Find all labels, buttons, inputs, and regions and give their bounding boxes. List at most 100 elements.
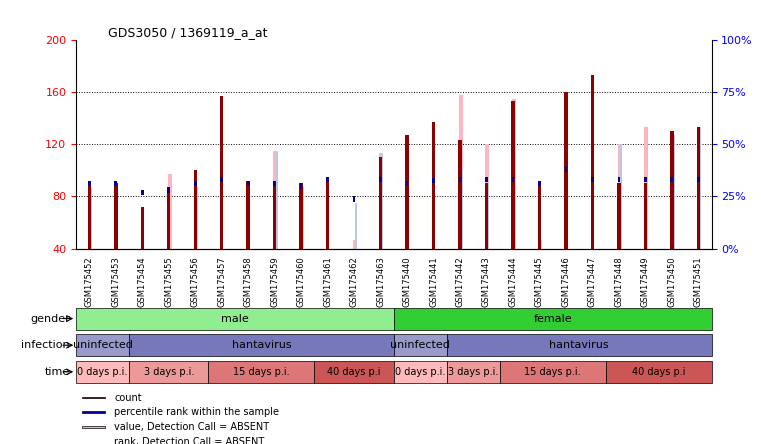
Bar (564, 92, 568, 249)
Bar (276, 151, 278, 249)
Bar (538, 239, 543, 249)
Bar (380, 154, 384, 249)
Bar (565, 166, 567, 172)
Bar (114, 181, 117, 186)
Text: percentile rank within the sample: percentile rank within the sample (114, 408, 279, 417)
Bar (617, 177, 620, 182)
Bar (461, 170, 463, 249)
Bar (541, 249, 543, 262)
Bar (406, 181, 409, 186)
Bar (699, 127, 701, 249)
Bar (82, 441, 105, 443)
Bar (353, 239, 357, 249)
Bar (379, 177, 382, 182)
Bar (221, 177, 223, 182)
Bar (432, 178, 435, 183)
Text: uninfected: uninfected (72, 340, 132, 350)
Bar (209, 361, 314, 383)
Text: time: time (44, 367, 70, 377)
Bar (167, 190, 170, 249)
Bar (591, 75, 594, 249)
Bar (141, 207, 144, 249)
Bar (488, 181, 489, 249)
Bar (82, 426, 105, 428)
Bar (394, 308, 712, 329)
Bar (82, 412, 105, 413)
Bar (314, 361, 394, 383)
Text: count: count (114, 392, 142, 403)
Bar (129, 334, 394, 356)
Bar (486, 144, 489, 249)
Text: GDS3050 / 1369119_a_at: GDS3050 / 1369119_a_at (108, 26, 267, 39)
Bar (382, 154, 384, 249)
Bar (591, 177, 594, 182)
Text: hantavirus: hantavirus (231, 340, 291, 350)
Bar (300, 183, 302, 189)
Bar (511, 101, 514, 249)
Text: male: male (221, 313, 249, 324)
Bar (88, 181, 91, 186)
Bar (514, 99, 516, 249)
Bar (326, 177, 329, 182)
Text: female: female (533, 313, 572, 324)
Bar (88, 183, 91, 249)
Bar (606, 361, 712, 383)
Bar (82, 396, 105, 398)
Text: rank, Detection Call = ABSENT: rank, Detection Call = ABSENT (114, 437, 265, 444)
Bar (76, 334, 129, 356)
Bar (538, 181, 541, 186)
Bar (91, 187, 92, 249)
Bar (273, 181, 276, 249)
Bar (696, 127, 700, 249)
Bar (326, 181, 330, 249)
Text: 3 days p.i.: 3 days p.i. (448, 367, 498, 377)
Bar (394, 334, 447, 356)
Bar (647, 127, 648, 249)
Text: value, Detection Call = ABSENT: value, Detection Call = ABSENT (114, 422, 269, 432)
Bar (247, 181, 250, 186)
Bar (193, 170, 197, 249)
Bar (300, 186, 304, 249)
Bar (141, 190, 144, 195)
Bar (459, 95, 463, 249)
Bar (88, 187, 92, 249)
Text: 40 days p.i: 40 days p.i (327, 367, 380, 377)
Bar (620, 144, 622, 249)
Bar (447, 334, 712, 356)
Text: 3 days p.i.: 3 days p.i. (144, 367, 194, 377)
Bar (458, 140, 462, 249)
Text: 0 days p.i.: 0 days p.i. (78, 367, 128, 377)
Bar (511, 99, 516, 249)
Bar (618, 144, 622, 249)
Bar (406, 135, 409, 249)
Text: 40 days p.i: 40 days p.i (632, 367, 686, 377)
Bar (431, 122, 435, 249)
Bar (644, 127, 648, 249)
Bar (394, 361, 447, 383)
Text: infection: infection (21, 340, 70, 350)
Text: 15 days p.i.: 15 days p.i. (233, 367, 290, 377)
Bar (670, 131, 673, 249)
Bar (76, 308, 394, 329)
Bar (302, 186, 304, 249)
Bar (129, 361, 209, 383)
Bar (167, 187, 170, 193)
Bar (194, 181, 196, 186)
Bar (167, 174, 171, 249)
Bar (299, 183, 303, 249)
Bar (353, 197, 355, 202)
Bar (379, 157, 382, 249)
Bar (697, 177, 699, 182)
Bar (670, 177, 673, 182)
Text: gender: gender (30, 313, 70, 324)
Bar (644, 183, 647, 249)
Bar (114, 183, 117, 249)
Bar (459, 177, 461, 182)
Bar (273, 181, 276, 186)
Text: 15 days p.i.: 15 days p.i. (524, 367, 581, 377)
Text: hantavirus: hantavirus (549, 340, 609, 350)
Bar (196, 187, 198, 249)
Bar (670, 135, 674, 249)
Bar (511, 177, 514, 182)
Bar (486, 177, 488, 182)
